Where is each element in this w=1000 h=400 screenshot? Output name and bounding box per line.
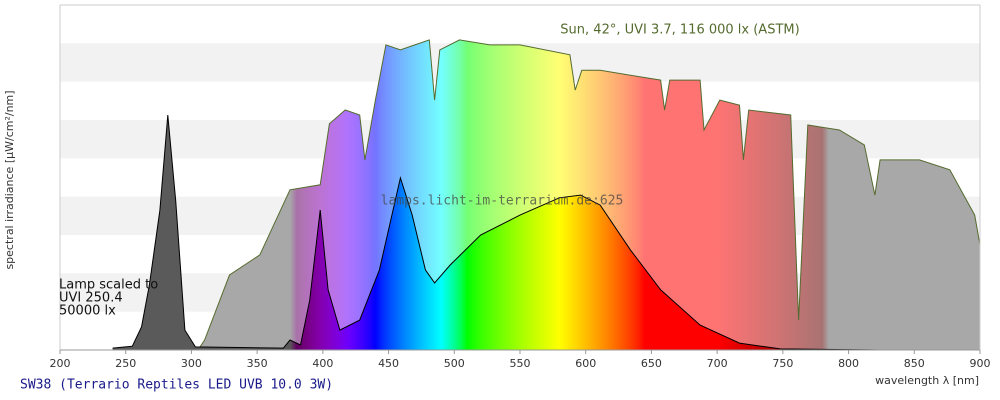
watermark: lamps.licht-im-terrarium.de:625: [381, 194, 624, 209]
x-tick-label: 600: [575, 357, 596, 370]
x-tick-label: 750: [772, 357, 793, 370]
x-tick-label: 800: [838, 357, 859, 370]
x-tick-label: 500: [444, 357, 465, 370]
x-axis-label: wavelength λ [nm]: [875, 374, 979, 387]
chart-title: SW38 (Terrario Reptiles LED UVB 10.0 3W): [20, 378, 333, 393]
annotation: UVI 250.4: [59, 291, 123, 306]
x-tick-label: 350: [247, 357, 268, 370]
y-axis-label: spectral irradiance [µW/cm²/nm]: [3, 90, 16, 269]
x-tick-label: 550: [510, 357, 531, 370]
x-tick-label: 450: [378, 357, 399, 370]
x-tick-label: 250: [115, 357, 136, 370]
x-tick-label: 900: [970, 357, 991, 370]
x-tick-label: 300: [181, 357, 202, 370]
x-tick-label: 700: [707, 357, 728, 370]
x-tick-label: 850: [904, 357, 925, 370]
annotation: Lamp scaled to: [59, 278, 158, 293]
x-tick-label: 400: [312, 357, 333, 370]
spectrum-area: [112, 115, 881, 350]
x-tick-label: 200: [50, 357, 71, 370]
spectrum-line: [112, 114, 881, 351]
spectrum-line: [197, 39, 981, 351]
annotation: 50000 lx: [59, 304, 116, 319]
x-tick-label: 650: [641, 357, 662, 370]
sun-label: Sun, 42°, UVI 3.7, 116 000 lx (ASTM): [560, 23, 799, 38]
